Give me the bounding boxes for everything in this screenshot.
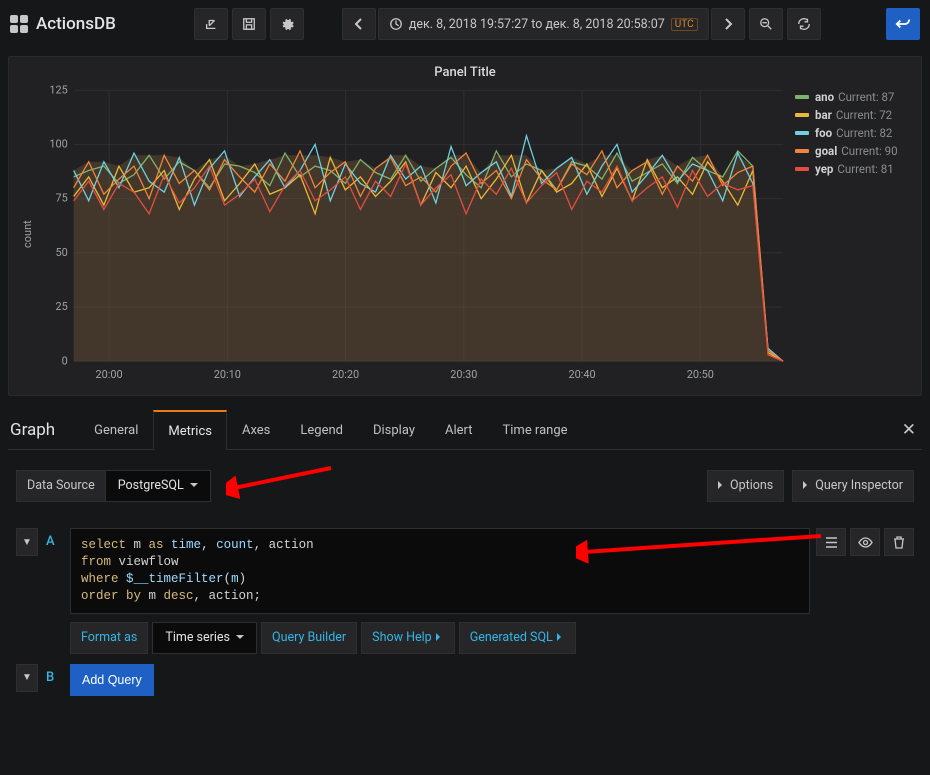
legend-item-foo[interactable]: foo Current: 82	[795, 126, 911, 140]
save-icon	[242, 17, 256, 31]
tab-general[interactable]: General	[79, 410, 153, 450]
panel-title[interactable]: Panel Title	[19, 65, 911, 80]
svg-text:75: 75	[55, 192, 67, 205]
svg-text:25: 25	[55, 300, 67, 313]
editor-tab-bar: Graph GeneralMetricsAxesLegendDisplayAle…	[8, 410, 922, 450]
add-query-button[interactable]: Add Query	[70, 664, 154, 696]
eye-icon	[858, 537, 873, 548]
chevron-right-icon	[723, 17, 733, 31]
chart-legend: ano Current: 87 bar Current: 72 foo Current: …	[789, 84, 911, 384]
legend-swatch	[795, 131, 809, 135]
legend-series-name: foo	[815, 126, 832, 140]
tab-legend[interactable]: Legend	[285, 410, 358, 450]
svg-text:50: 50	[55, 246, 67, 259]
close-editor-button[interactable]: ✕	[896, 416, 922, 444]
query-editor-area: ▼ A select m as time, count, actionfrom …	[16, 528, 914, 696]
data-source-label: Data Source	[16, 470, 106, 502]
share-button[interactable]	[194, 8, 228, 40]
legend-current: Current: 72	[836, 108, 892, 122]
legend-series-name: bar	[815, 108, 832, 122]
legend-swatch	[795, 95, 809, 99]
time-forward-button[interactable]	[711, 8, 745, 40]
query-inspector-toggle[interactable]: Query Inspector	[792, 470, 914, 502]
query-letter-b[interactable]: B	[46, 670, 60, 685]
legend-swatch	[795, 167, 809, 171]
svg-text:0: 0	[62, 354, 68, 367]
legend-current: Current: 87	[838, 90, 894, 104]
chevron-left-icon	[354, 17, 364, 31]
data-source-row: Data Source PostgreSQL Options Query Ins…	[16, 470, 914, 502]
legend-item-ano[interactable]: ano Current: 87	[795, 90, 911, 104]
svg-text:20:30: 20:30	[450, 368, 477, 381]
trash-icon	[893, 536, 905, 549]
format-as-label: Format as	[70, 622, 148, 654]
dashboard-title[interactable]: ActionsDB	[36, 14, 116, 34]
options-toggle[interactable]: Options	[707, 470, 784, 502]
tab-time-range[interactable]: Time range	[488, 410, 583, 450]
time-back-button[interactable]	[342, 8, 376, 40]
viz-type-label[interactable]: Graph	[8, 420, 57, 440]
share-icon	[204, 17, 218, 31]
y-axis-label: count	[19, 84, 36, 384]
svg-text:100: 100	[49, 137, 67, 150]
legend-current: Current: 90	[841, 144, 897, 158]
return-icon	[895, 17, 911, 31]
tab-display[interactable]: Display	[358, 410, 430, 450]
dashboard-icon[interactable]	[8, 13, 30, 35]
annotation-arrow	[226, 462, 336, 502]
chart-panel: Panel Title count 0 25 50 75 100 125 20:00 20:1…	[8, 56, 922, 396]
zoom-out-icon	[759, 17, 773, 31]
toggle-query-visibility[interactable]	[850, 528, 880, 556]
back-button[interactable]	[886, 8, 920, 40]
clock-icon	[389, 17, 403, 31]
query-row-b: ▼ B Add Query	[16, 664, 914, 696]
time-range-picker[interactable]: дек. 8, 2018 19:57:27 to дек. 8, 2018 20…	[378, 8, 709, 40]
delete-query-button[interactable]	[884, 528, 914, 556]
chart-area[interactable]: 0 25 50 75 100 125 20:00 20:10 20:20 20:30 20:40 20…	[36, 84, 789, 384]
legend-current: Current: 82	[836, 126, 892, 140]
tab-alert[interactable]: Alert	[430, 410, 488, 450]
legend-item-yep[interactable]: yep Current: 81	[795, 162, 911, 176]
save-button[interactable]	[232, 8, 266, 40]
query-row-a: ▼ A select m as time, count, actionfrom …	[16, 528, 914, 654]
gear-icon	[280, 17, 294, 31]
sql-editor-a[interactable]: select m as time, count, actionfrom view…	[70, 528, 810, 614]
query-letter-a[interactable]: A	[46, 534, 60, 549]
collapse-query-a[interactable]: ▼	[16, 528, 38, 556]
collapse-query-b[interactable]: ▼	[16, 664, 38, 692]
refresh-icon	[797, 17, 811, 31]
time-range-text: дек. 8, 2018 19:57:27 to дек. 8, 2018 20…	[409, 17, 665, 32]
utc-badge: UTC	[671, 18, 698, 31]
show-help-button[interactable]: Show Help	[361, 622, 455, 654]
query-menu-button[interactable]	[816, 528, 846, 556]
query-builder-button[interactable]: Query Builder	[261, 622, 357, 654]
legend-series-name: goal	[815, 144, 837, 158]
legend-current: Current: 81	[837, 162, 893, 176]
svg-text:20:50: 20:50	[687, 368, 714, 381]
legend-item-bar[interactable]: bar Current: 72	[795, 108, 911, 122]
hamburger-icon	[825, 537, 838, 548]
legend-item-goal[interactable]: goal Current: 90	[795, 144, 911, 158]
legend-swatch	[795, 149, 809, 153]
generated-sql-button[interactable]: Generated SQL	[459, 622, 576, 654]
top-toolbar: ActionsDB дек. 8, 2018 19:57:27 to дек. …	[0, 0, 930, 48]
legend-swatch	[795, 113, 809, 117]
refresh-button[interactable]	[787, 8, 821, 40]
settings-button[interactable]	[270, 8, 304, 40]
format-as-select[interactable]: Time series	[152, 622, 257, 654]
tab-axes[interactable]: Axes	[227, 410, 285, 450]
legend-series-name: yep	[815, 162, 833, 176]
svg-text:20:20: 20:20	[332, 368, 359, 381]
svg-text:125: 125	[49, 84, 67, 96]
data-source-select[interactable]: PostgreSQL	[105, 470, 211, 502]
tab-metrics[interactable]: Metrics	[153, 410, 227, 450]
svg-text:20:10: 20:10	[214, 368, 241, 381]
zoom-out-button[interactable]	[749, 8, 783, 40]
legend-series-name: ano	[815, 90, 834, 104]
svg-text:20:40: 20:40	[568, 368, 595, 381]
svg-text:20:00: 20:00	[96, 368, 123, 381]
